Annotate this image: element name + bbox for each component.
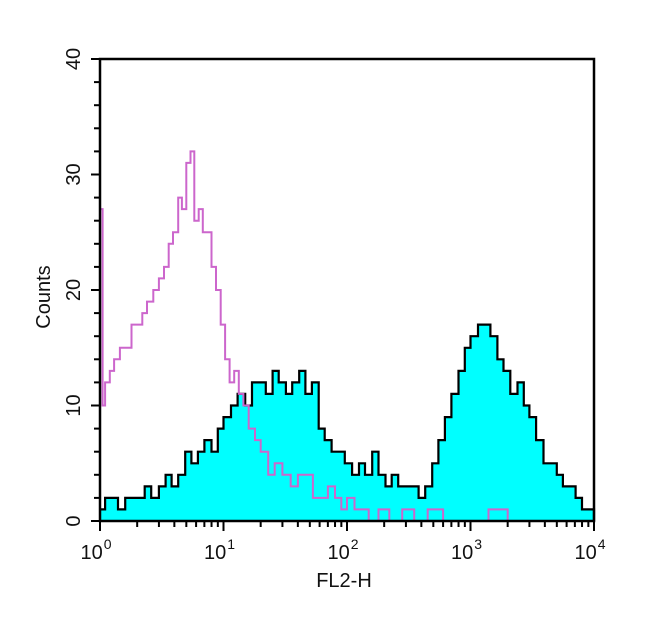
y-axis-title: Counts bbox=[33, 265, 55, 328]
y-tick-label: 10 bbox=[63, 394, 85, 416]
isotype-control-line bbox=[100, 150, 594, 522]
x-axis-title: FL2-H bbox=[316, 570, 372, 592]
y-axis: 0 10 20 30 40 bbox=[63, 48, 100, 527]
y-tick-label: 30 bbox=[63, 163, 85, 185]
x-tick-label: 102 bbox=[327, 536, 358, 564]
stained-sample-fill bbox=[100, 323, 596, 521]
y-tick-label: 20 bbox=[63, 279, 85, 301]
x-axis: 100 101 102 103 104 bbox=[80, 521, 606, 564]
x-tick-label: 101 bbox=[204, 536, 235, 564]
y-tick-label: 0 bbox=[63, 515, 85, 526]
x-tick-label: 103 bbox=[451, 536, 482, 564]
x-tick-label: 104 bbox=[574, 536, 605, 564]
y-tick-label: 40 bbox=[63, 48, 85, 70]
x-tick-label: 100 bbox=[80, 536, 111, 564]
